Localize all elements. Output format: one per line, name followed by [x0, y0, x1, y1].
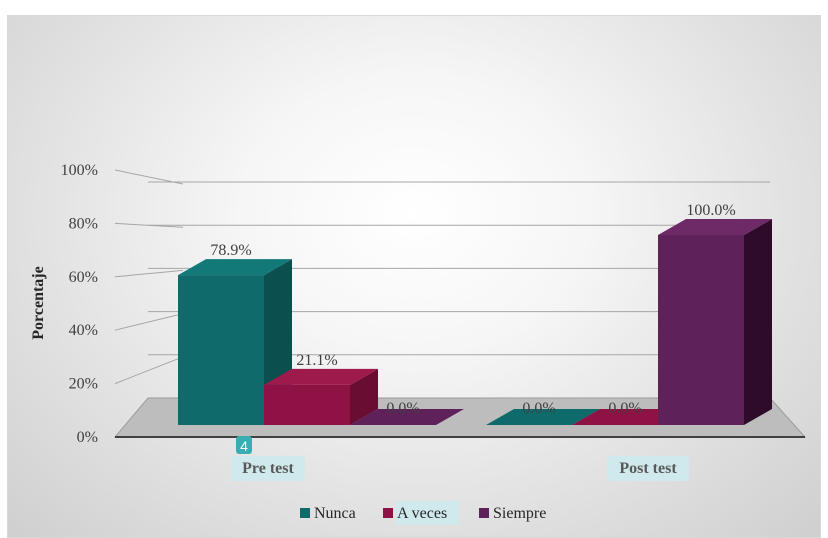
bar-front	[264, 384, 350, 425]
legend-item: A veces	[383, 501, 459, 525]
data-label: 100.0%	[686, 202, 735, 219]
bar	[350, 409, 464, 425]
annotation-badge: 4	[236, 436, 252, 454]
y-tick-label: 20%	[69, 376, 98, 393]
bar-front	[178, 275, 264, 425]
y-tick-label: 40%	[69, 322, 98, 339]
category-label: Pre test	[242, 460, 294, 477]
badge-text: 4	[240, 438, 248, 454]
data-label: 78.9%	[210, 242, 251, 259]
y-tick-label: 0%	[77, 429, 98, 446]
gridline-connector	[114, 356, 184, 385]
gridline-connector	[114, 313, 184, 331]
bar-top	[264, 368, 378, 385]
data-label: 0.0%	[608, 400, 641, 417]
y-tick-label: 60%	[69, 269, 98, 286]
bar-top	[178, 259, 292, 276]
bar-top	[350, 409, 464, 425]
legend-label: A veces	[397, 505, 447, 522]
category-label: Post test	[619, 460, 677, 477]
category-label-highlight	[231, 456, 305, 481]
gridline-connector	[114, 222, 184, 228]
bar-side	[744, 219, 772, 425]
category-label-group: Post test	[607, 456, 689, 481]
legend-item: Siempre	[479, 505, 546, 522]
legend-highlight	[396, 501, 459, 525]
legend-swatch	[479, 508, 489, 518]
gridline-connector	[114, 169, 184, 185]
y-tick-label: 80%	[69, 215, 98, 232]
badge-background	[236, 436, 252, 454]
bar-top	[572, 409, 686, 425]
data-label: 0.0%	[522, 400, 555, 417]
bar-top	[486, 409, 600, 425]
legend-swatch	[300, 508, 310, 518]
legend-label: Siempre	[493, 505, 546, 522]
legend-swatch	[383, 508, 393, 518]
legend-item: Nunca	[300, 505, 356, 522]
bar	[486, 409, 600, 425]
bar	[658, 219, 772, 425]
bar	[572, 409, 686, 425]
y-axis-label: Porcentaje	[30, 266, 47, 339]
bar-front	[658, 235, 744, 425]
bar-side	[350, 368, 378, 425]
y-tick-label: 100%	[61, 162, 98, 179]
data-label: 0.0%	[386, 400, 419, 417]
data-label: 21.1%	[296, 352, 337, 369]
category-label-highlight	[607, 456, 689, 481]
bar	[264, 368, 378, 425]
category-label-group: Pre test	[231, 456, 305, 481]
bar-top	[658, 219, 772, 235]
gridline-connector	[114, 269, 184, 278]
legend-label: Nunca	[314, 505, 356, 522]
